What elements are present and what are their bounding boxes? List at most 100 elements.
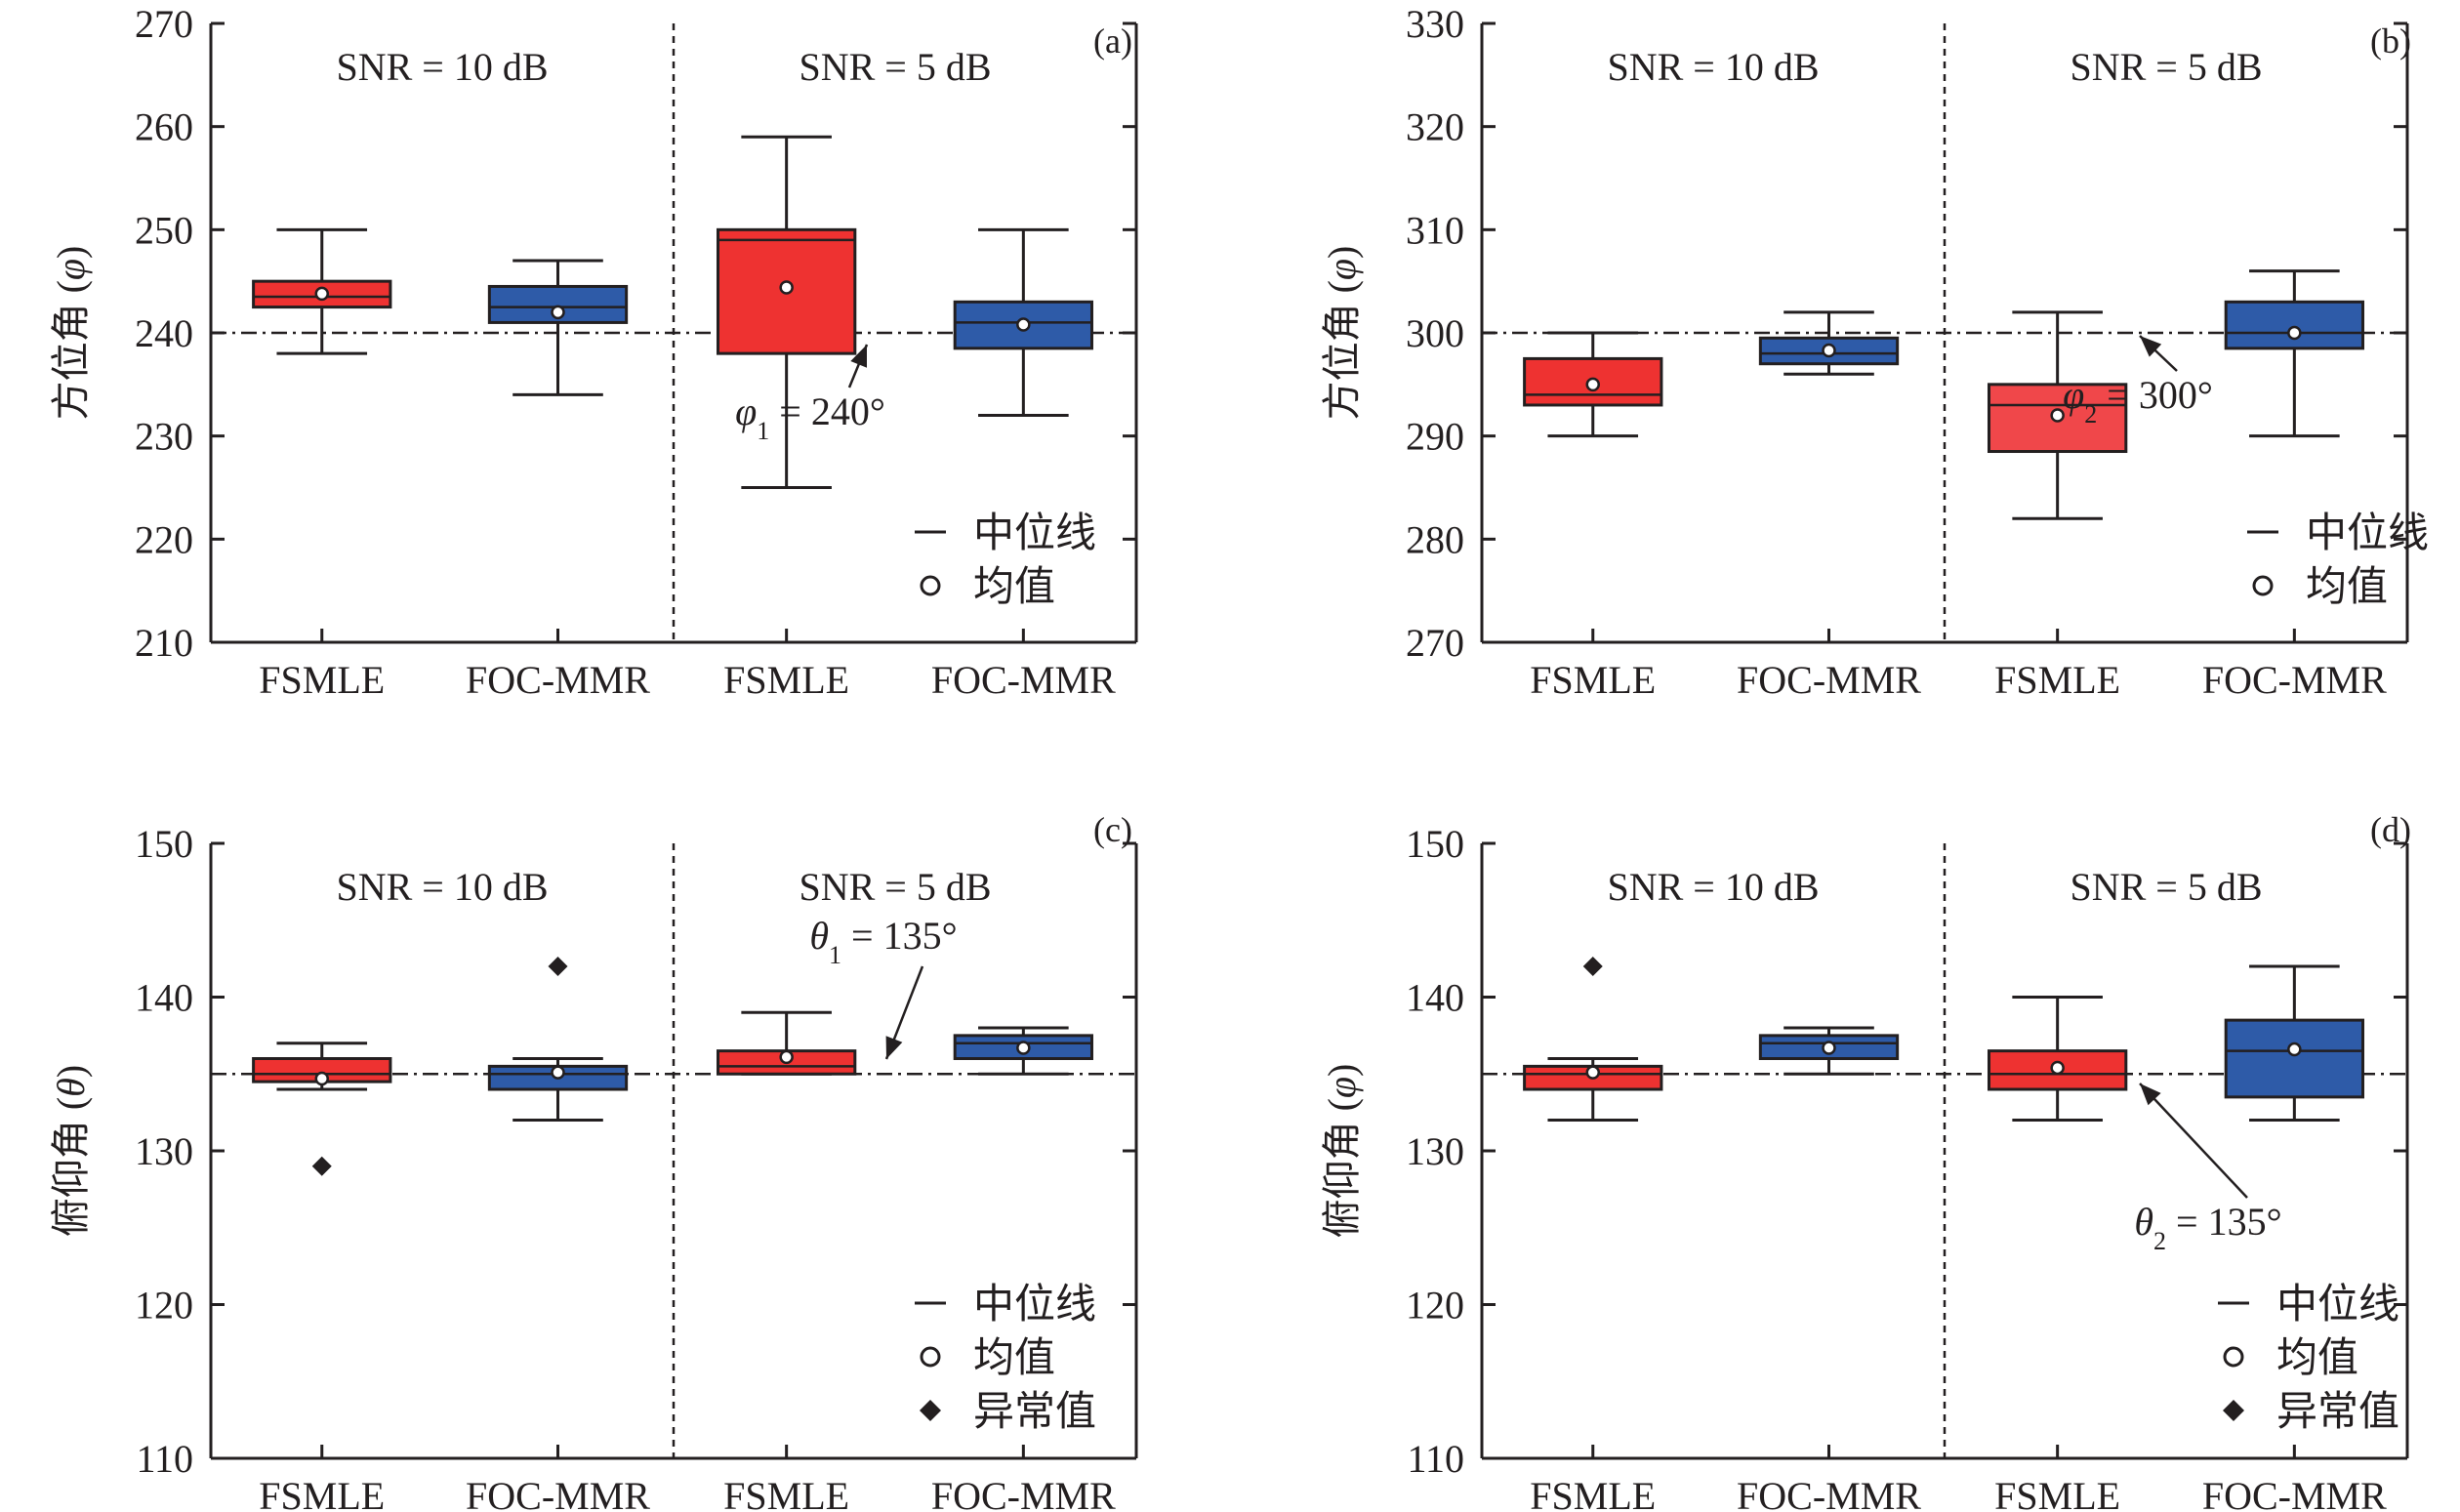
box-iqr — [2224, 1018, 2364, 1099]
y-tick-label: 130 — [135, 1129, 193, 1173]
y-axis-label: 俯仰角 (φ) — [1320, 1064, 1364, 1239]
snr-group-label: SNR = 10 dB — [336, 45, 548, 89]
outlier-marker — [311, 1156, 332, 1176]
box-0 — [252, 1042, 392, 1176]
annotation-value: = 300° — [2097, 373, 2213, 417]
y-tick-label: 130 — [1406, 1129, 1464, 1173]
y-tick-label: 270 — [135, 2, 193, 46]
legend-outlier-symbol — [920, 1400, 941, 1421]
box-1 — [487, 259, 629, 396]
mean-marker — [1822, 1041, 1836, 1055]
snr-group-label: SNR = 10 dB — [1607, 865, 1819, 909]
y-axis-label-symbol: θ — [49, 1078, 93, 1097]
snr-group-label: SNR = 5 dB — [2070, 45, 2262, 89]
annotation-label: φ2 = 300° — [2063, 373, 2213, 429]
snr-group-label: SNR = 10 dB — [1607, 45, 1819, 89]
mean-marker — [2050, 408, 2065, 423]
y-tick-label: 290 — [1406, 415, 1464, 459]
y-axis-label-close: ) — [1320, 1064, 1364, 1077]
y-tick-label: 240 — [135, 311, 193, 355]
legend-label-outlier: 异常值 — [2276, 1390, 2399, 1435]
x-category-label: FOC-MMR — [2202, 658, 2387, 702]
legend-label-median: 中位线 — [973, 511, 1096, 556]
y-tick-label: 210 — [135, 621, 193, 665]
outlier-marker — [1582, 957, 1603, 976]
box-2 — [1988, 310, 2128, 520]
y-tick-label: 310 — [1406, 208, 1464, 252]
annotation-arrow-shaft — [2139, 1083, 2248, 1199]
y-tick-label: 280 — [1406, 517, 1464, 561]
mean-marker — [779, 280, 794, 295]
mean-marker — [2287, 1042, 2302, 1057]
annotation-value: = 240° — [769, 389, 885, 433]
legend-label-outlier: 异常值 — [973, 1390, 1096, 1435]
x-category-label: FSMLE — [723, 1474, 849, 1512]
legend-label-mean: 均值 — [2276, 1336, 2358, 1381]
legend-mean-symbol — [920, 575, 941, 596]
legend-outlier-symbol — [2223, 1400, 2244, 1421]
x-category-label: FOC-MMR — [1737, 1474, 1921, 1512]
mean-marker — [551, 1065, 565, 1080]
y-tick-label: 300 — [1406, 311, 1464, 355]
mean-marker — [314, 286, 330, 302]
panel-tag: (d) — [2370, 810, 2411, 849]
snr-group-label: SNR = 10 dB — [336, 865, 548, 909]
x-category-label: FOC-MMR — [931, 658, 1116, 702]
panel-tag: (c) — [1093, 810, 1132, 849]
box-1 — [1758, 310, 1900, 376]
y-axis-label-text: 方位角 ( — [1320, 280, 1364, 420]
y-tick-label: 250 — [135, 208, 193, 252]
y-tick-label: 120 — [1406, 1284, 1464, 1328]
y-tick-label: 120 — [135, 1284, 193, 1328]
y-tick-label: 230 — [135, 415, 193, 459]
mean-marker — [1016, 1041, 1031, 1055]
box-0 — [1523, 331, 1663, 438]
legend-label-mean: 均值 — [2306, 565, 2388, 610]
annotation-value: = 135° — [2166, 1200, 2282, 1244]
reference-annotation: θ1 = 135° — [809, 914, 958, 1060]
annotation-label: θ1 = 135° — [809, 914, 957, 969]
legend-label-median: 中位线 — [2276, 1282, 2399, 1328]
annotation-label: θ2 = 135° — [2134, 1200, 2281, 1255]
annotation-subscript: 1 — [757, 417, 769, 445]
y-tick-label: 270 — [1406, 621, 1464, 665]
mean-marker — [314, 1071, 330, 1086]
x-category-label: FOC-MMR — [2202, 1474, 2387, 1512]
mean-marker — [2287, 325, 2302, 341]
panel-tag: (a) — [1093, 21, 1132, 61]
box-1 — [487, 957, 629, 1122]
y-axis-label-close: ) — [1320, 246, 1364, 259]
legend-label-median: 中位线 — [2306, 511, 2429, 556]
y-axis-label-text: 方位角 ( — [49, 280, 93, 420]
y-tick-label: 220 — [135, 517, 193, 561]
mean-marker — [1585, 377, 1601, 392]
box-2 — [1988, 996, 2128, 1122]
snr-group-label: SNR = 5 dB — [2070, 865, 2262, 909]
mean-marker — [2050, 1060, 2065, 1076]
y-tick-label: 110 — [136, 1437, 193, 1481]
y-tick-label: 110 — [1407, 1437, 1464, 1481]
mean-marker — [551, 305, 565, 320]
box-2 — [717, 135, 857, 489]
x-category-label: FOC-MMR — [466, 658, 650, 702]
x-category-label: FOC-MMR — [1737, 658, 1921, 702]
annotation-symbol: φ — [735, 389, 757, 433]
x-category-label: FSMLE — [723, 658, 849, 702]
y-tick-label: 320 — [1406, 105, 1464, 149]
reference-annotation: θ2 = 135° — [2134, 1083, 2282, 1255]
panel-tag: (b) — [2370, 21, 2411, 61]
legend-mean-symbol — [2252, 575, 2274, 596]
annotation-symbol: θ — [809, 914, 829, 958]
annotation-arrow-head — [2140, 1083, 2161, 1106]
annotation-arrow-head — [885, 1036, 903, 1059]
x-category-label: FSMLE — [1530, 658, 1656, 702]
box-0 — [1523, 957, 1663, 1122]
x-category-label: FSMLE — [1994, 1474, 2120, 1512]
annotation-subscript: 2 — [2153, 1227, 2166, 1255]
